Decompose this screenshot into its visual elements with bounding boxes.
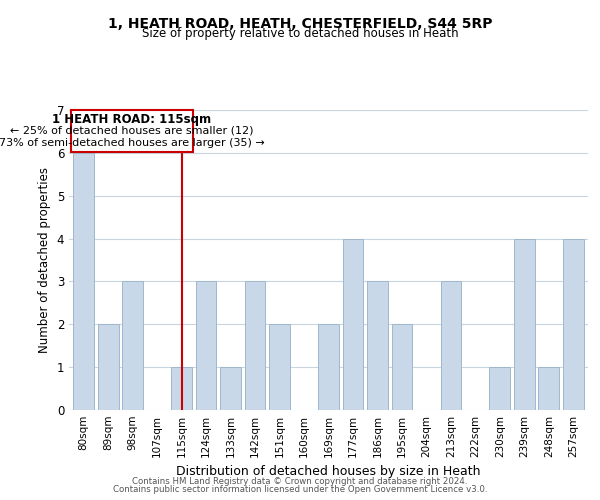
Bar [98,324,119,410]
Text: Size of property relative to detached houses in Heath: Size of property relative to detached ho… [142,28,458,40]
Y-axis label: Number of detached properties: Number of detached properties [38,167,51,353]
Text: ← 25% of detached houses are smaller (12): ← 25% of detached houses are smaller (12… [10,126,254,136]
Text: Contains public sector information licensed under the Open Government Licence v3: Contains public sector information licen… [113,485,487,494]
Bar [563,238,584,410]
Text: Contains HM Land Registry data © Crown copyright and database right 2024.: Contains HM Land Registry data © Crown c… [132,477,468,486]
Bar [245,282,265,410]
Text: 1 HEATH ROAD: 115sqm: 1 HEATH ROAD: 115sqm [52,113,211,126]
Text: 1, HEATH ROAD, HEATH, CHESTERFIELD, S44 5RP: 1, HEATH ROAD, HEATH, CHESTERFIELD, S44 … [108,18,492,32]
Bar [171,367,192,410]
X-axis label: Distribution of detached houses by size in Heath: Distribution of detached houses by size … [176,466,481,478]
Bar [196,282,217,410]
Bar [392,324,412,410]
Bar [514,238,535,410]
Bar [490,367,510,410]
Bar [440,282,461,410]
Bar [122,282,143,410]
Bar [343,238,364,410]
Bar [538,367,559,410]
Bar [367,282,388,410]
Bar [269,324,290,410]
Bar [220,367,241,410]
Text: 73% of semi-detached houses are larger (35) →: 73% of semi-detached houses are larger (… [0,138,265,148]
Bar [71,110,193,152]
Bar [318,324,339,410]
Bar [73,153,94,410]
